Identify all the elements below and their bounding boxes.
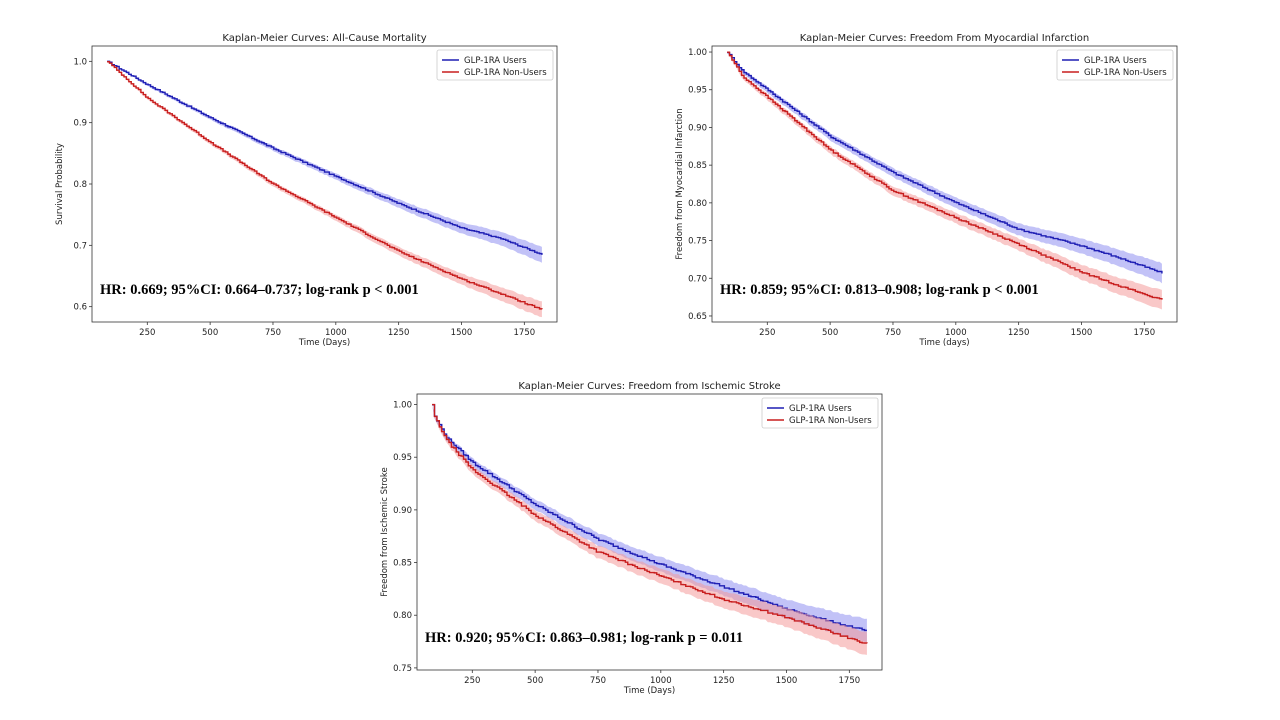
y-tick-label: 0.75 bbox=[688, 237, 707, 247]
y-tick-label: 1.00 bbox=[688, 48, 707, 58]
x-tick-label: 500 bbox=[822, 328, 838, 338]
series-line bbox=[432, 404, 867, 632]
series-line bbox=[107, 61, 543, 310]
legend-box bbox=[436, 49, 554, 81]
x-axis-label: Time (days) bbox=[918, 338, 969, 348]
y-tick-label: 0.85 bbox=[688, 161, 707, 171]
plot-frame bbox=[416, 393, 883, 671]
x-tick-label: 1750 bbox=[839, 676, 861, 686]
legend-label: GLP-1RA Non-Users bbox=[464, 68, 547, 78]
y-tick-label: 0.7 bbox=[73, 241, 87, 251]
y-tick-label: 0.9 bbox=[73, 119, 87, 129]
chart-svg: Kaplan-Meier Curves: All-Cause Mortality… bbox=[55, 33, 558, 348]
series-line bbox=[727, 51, 1163, 274]
legend-label: GLP-1RA Non-Users bbox=[1084, 68, 1167, 78]
legend-label: GLP-1RA Users bbox=[789, 404, 852, 414]
y-tick-label: 0.80 bbox=[688, 199, 707, 209]
ci-band bbox=[107, 61, 542, 318]
x-axis-label: Time (Days) bbox=[298, 338, 350, 348]
y-tick-label: 0.90 bbox=[688, 123, 707, 133]
x-tick-label: 1750 bbox=[514, 328, 536, 338]
plot-frame bbox=[711, 45, 1178, 323]
chart-title: Kaplan-Meier Curves: Freedom from Ischem… bbox=[518, 381, 780, 392]
legend-label: GLP-1RA Users bbox=[464, 56, 527, 66]
chart-svg: Kaplan-Meier Curves: Freedom From Myocar… bbox=[675, 33, 1178, 348]
x-axis-label: Time (Days) bbox=[623, 686, 675, 696]
ci-band bbox=[432, 404, 867, 655]
ci-band bbox=[107, 61, 542, 263]
x-tick-label: 1750 bbox=[1134, 328, 1156, 338]
hazard-ratio-annotation: HR: 0.920; 95%CI: 0.863–0.981; log-rank … bbox=[425, 630, 743, 646]
x-tick-label: 1000 bbox=[325, 328, 347, 338]
hazard-ratio-annotation: HR: 0.669; 95%CI: 0.664–0.737; log-rank … bbox=[100, 282, 419, 298]
legend-label: GLP-1RA Non-Users bbox=[789, 416, 872, 426]
y-tick-label: 0.80 bbox=[393, 611, 412, 621]
x-tick-label: 750 bbox=[265, 328, 281, 338]
y-axis-label: Freedom from Myocardial Infarction bbox=[675, 108, 685, 259]
x-tick-label: 250 bbox=[759, 328, 775, 338]
x-tick-label: 750 bbox=[885, 328, 901, 338]
chart-title: Kaplan-Meier Curves: Freedom From Myocar… bbox=[800, 33, 1089, 44]
ci-band bbox=[727, 52, 1162, 310]
y-tick-label: 0.6 bbox=[73, 303, 87, 313]
x-tick-label: 250 bbox=[464, 676, 480, 686]
y-tick-label: 0.90 bbox=[393, 506, 412, 516]
x-tick-label: 1000 bbox=[945, 328, 967, 338]
y-tick-label: 0.65 bbox=[688, 312, 707, 322]
x-tick-label: 250 bbox=[139, 328, 155, 338]
legend-label: GLP-1RA Users bbox=[1084, 56, 1147, 66]
x-tick-label: 750 bbox=[590, 676, 606, 686]
x-tick-label: 1500 bbox=[776, 676, 798, 686]
chart-title: Kaplan-Meier Curves: All-Cause Mortality bbox=[222, 33, 426, 44]
x-tick-label: 1250 bbox=[388, 328, 410, 338]
x-tick-label: 1250 bbox=[713, 676, 735, 686]
plot-frame bbox=[91, 45, 558, 323]
x-tick-label: 500 bbox=[527, 676, 543, 686]
x-tick-label: 1000 bbox=[650, 676, 672, 686]
y-tick-label: 0.95 bbox=[393, 453, 412, 463]
y-tick-label: 0.70 bbox=[688, 274, 707, 284]
y-tick-label: 0.85 bbox=[393, 559, 412, 569]
y-tick-label: 1.0 bbox=[73, 57, 87, 67]
y-tick-label: 0.95 bbox=[688, 86, 707, 96]
y-tick-label: 1.00 bbox=[393, 401, 412, 411]
series-line bbox=[107, 60, 543, 255]
y-axis-label: Freedom from Ischemic Stroke bbox=[380, 467, 390, 596]
series-line bbox=[432, 403, 868, 644]
series-line bbox=[727, 51, 1163, 300]
x-tick-label: 1500 bbox=[1071, 328, 1093, 338]
ci-band bbox=[727, 52, 1162, 284]
km-chart-ischemic-stroke: Kaplan-Meier Curves: Freedom from Ischem… bbox=[365, 378, 895, 698]
legend-box bbox=[1056, 49, 1174, 81]
hazard-ratio-annotation: HR: 0.859; 95%CI: 0.813–0.908; log-rank … bbox=[720, 282, 1039, 298]
chart-svg: Kaplan-Meier Curves: Freedom from Ischem… bbox=[380, 381, 883, 696]
km-chart-myocardial-infarction: Kaplan-Meier Curves: Freedom From Myocar… bbox=[660, 30, 1190, 350]
ci-band bbox=[432, 404, 867, 642]
km-chart-mortality: Kaplan-Meier Curves: All-Cause Mortality… bbox=[40, 30, 570, 350]
x-tick-label: 1500 bbox=[451, 328, 473, 338]
y-tick-label: 0.8 bbox=[73, 180, 87, 190]
legend-box bbox=[761, 397, 879, 429]
x-tick-label: 500 bbox=[202, 328, 218, 338]
x-tick-label: 1250 bbox=[1008, 328, 1030, 338]
y-axis-label: Survival Probability bbox=[55, 143, 65, 225]
y-tick-label: 0.75 bbox=[393, 664, 412, 674]
